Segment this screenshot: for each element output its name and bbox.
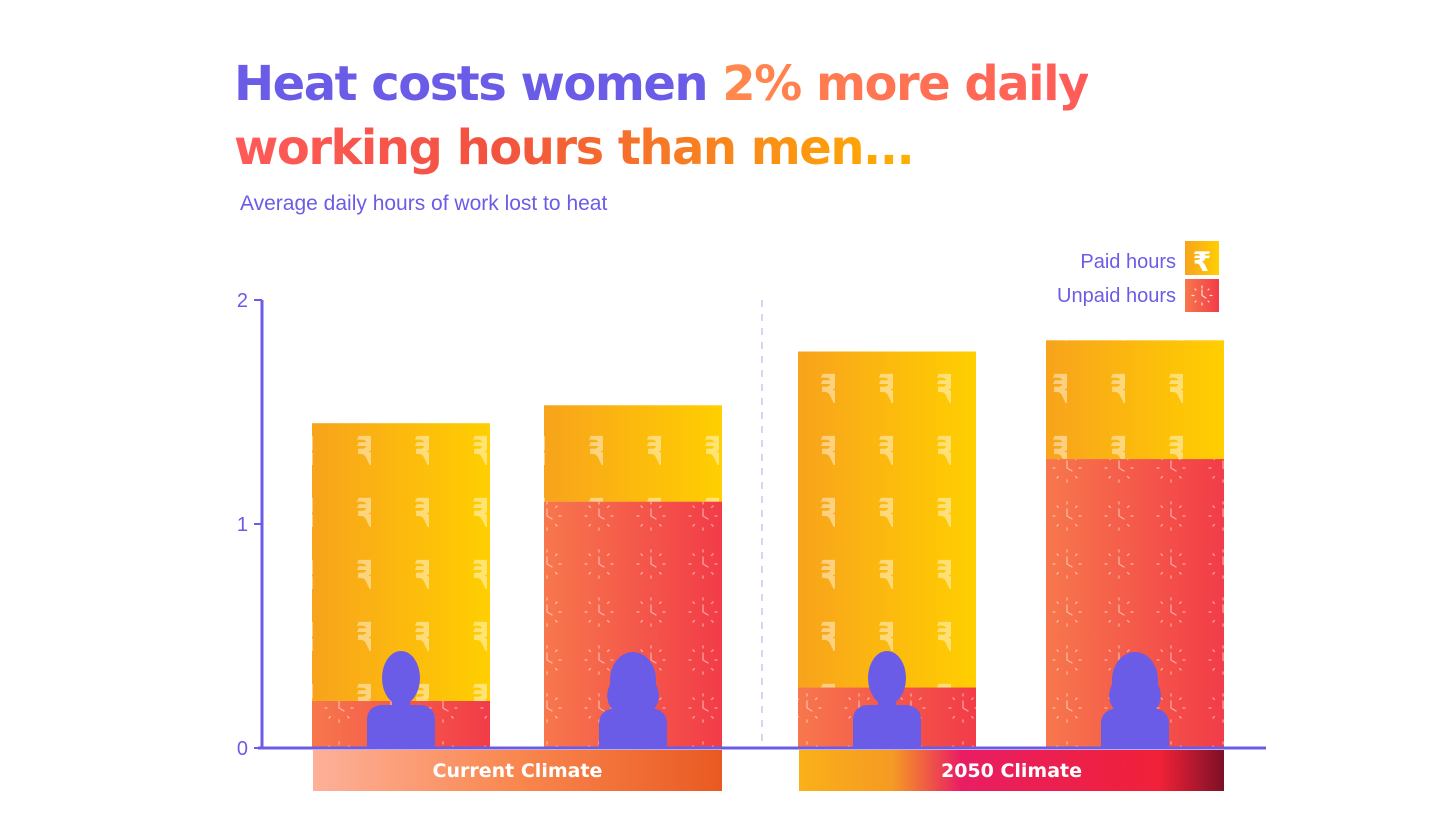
y-tick-label: 0: [237, 738, 248, 760]
y-tick-label: 2: [237, 290, 248, 312]
title-part-2: 2% more daily working hours than men...: [234, 56, 1089, 176]
rupee-icon: ₹: [1193, 247, 1212, 278]
title-part-1: Heat costs women: [234, 56, 723, 112]
y-axis: 0 1 2: [237, 290, 264, 760]
legend-unpaid-label: Unpaid hours: [1057, 285, 1176, 307]
y-tick-label: 1: [237, 514, 248, 536]
group-label-band: [799, 750, 1224, 791]
bars-layer: [312, 340, 1224, 748]
legend: Paid hours ₹ Unpaid hours: [1057, 241, 1219, 312]
group-label: Current Climate: [433, 760, 603, 782]
chart-title: Heat costs women 2% more daily working h…: [234, 52, 1234, 180]
clock-icon: [1191, 285, 1213, 306]
woman-icon: [1101, 652, 1169, 748]
bar-paid-pattern: [544, 405, 722, 502]
legend-paid-swatch: [1185, 241, 1219, 275]
group-label-band: [313, 750, 722, 791]
bar-paid-pattern: [1046, 340, 1224, 460]
man-icon: [853, 651, 921, 748]
legend-paid-label: Paid hours: [1080, 251, 1176, 273]
chart-subtitle: Average daily hours of work lost to heat: [240, 192, 608, 215]
group-labels-layer: Current Climate 2050 Climate: [313, 750, 1224, 791]
man-icon: [367, 651, 435, 748]
group-label: 2050 Climate: [941, 760, 1082, 782]
bar-paid-pattern: [798, 351, 976, 688]
figures-layer: [367, 651, 1169, 748]
woman-icon: [599, 652, 667, 748]
